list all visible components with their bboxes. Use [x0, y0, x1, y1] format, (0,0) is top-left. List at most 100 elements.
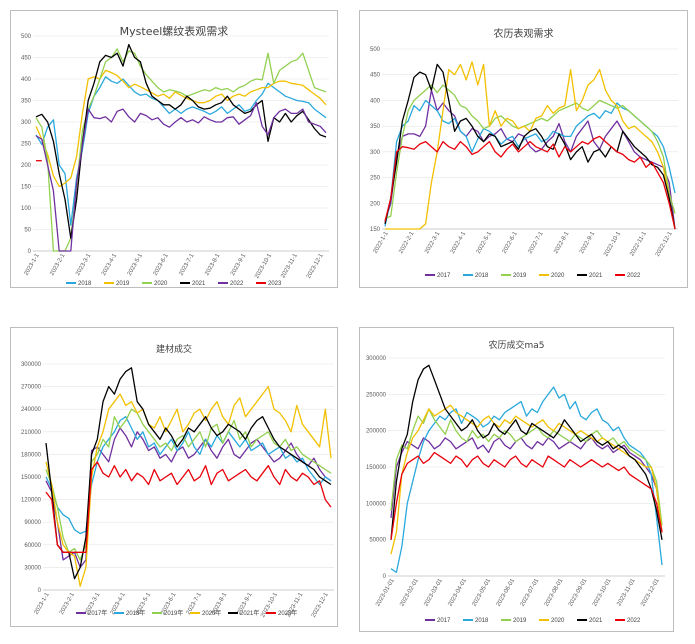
x-tick-label: 2023-10-1 [260, 591, 279, 618]
x-tick-label: 2022-11-1 [629, 230, 648, 257]
y-tick-label: 350 [370, 124, 381, 130]
legend-label: 2018 [78, 281, 92, 287]
y-tick-label: 150 [370, 227, 381, 233]
x-tick-label: 2022-1-1 [373, 230, 391, 254]
y-tick-label: 210000 [21, 430, 42, 436]
x-tick-label: 2022-3-1 [424, 230, 442, 254]
y-tick-label: 250 [21, 142, 32, 148]
x-tick-label: 2023-5-1 [127, 252, 145, 276]
legend-label: 2020 [551, 618, 565, 624]
legend-label: 2019 [513, 618, 527, 624]
series-line-2019 [35, 69, 327, 188]
legend-label: 2019 [513, 273, 527, 279]
y-tick-label: 240000 [21, 407, 42, 413]
chart-svg-3: 0 30000 60000 90000 120000 150000 180000 210000… [21, 362, 334, 619]
series-line-2021 [390, 364, 663, 540]
x-tick-label: 2023-02-01 [399, 577, 420, 607]
y-tick-label: 200000 [366, 429, 387, 435]
legend-label: 2018 [475, 618, 489, 624]
x-tick-label: 2023-6-1 [153, 252, 171, 276]
series-line-2021年 [45, 367, 332, 580]
chart-svg-1: 0 50 100 150 200 250 300 350 400 450 500 2023-1-1 20… [21, 34, 329, 287]
x-tick-label: 2022-10-1 [603, 230, 622, 257]
series-line-2022 [390, 451, 663, 540]
x-tick-label: 2022-2-1 [398, 230, 416, 254]
y-tick-label: 250000 [366, 392, 387, 398]
legend-label: 2021 [192, 281, 206, 287]
y-tick-label: 0 [38, 588, 42, 594]
x-tick-label: 2023-10-1 [254, 252, 273, 279]
y-tick-label: 180000 [21, 452, 42, 458]
legend-label: 2023 [268, 281, 282, 287]
legend-label: 2022 [627, 618, 641, 624]
legend-label: 2021 [589, 618, 603, 624]
chart-panel-3: 建材成交 0 30000 60000 90000 120000 150000 180000 2… [10, 327, 338, 627]
y-tick-label: 120000 [21, 498, 42, 504]
y-tick-label: 500 [21, 34, 32, 40]
x-tick-label: 2023-01-01 [375, 577, 396, 607]
y-tick-label: 350 [21, 99, 32, 105]
series-line-2020 [390, 404, 663, 555]
x-tick-label: 2022-8-1 [553, 230, 571, 254]
x-tick-label: 2022-5-1 [476, 230, 494, 254]
y-tick-label: 200 [21, 163, 32, 169]
x-tick-label: 2023-04-01 [447, 577, 468, 607]
x-tick-label: 2023-4-1 [101, 252, 119, 276]
y-tick-label: 400 [21, 77, 32, 83]
y-tick-label: 0 [28, 249, 32, 255]
x-tick-label: 2023-10-01 [592, 577, 613, 607]
y-tick-label: 60000 [24, 543, 41, 549]
series-line-2020 [35, 48, 327, 252]
series-line-2018 [35, 76, 327, 226]
legend-label: 2020年 [202, 609, 221, 617]
y-tick-label: 300000 [366, 356, 387, 362]
y-tick-label: 100000 [366, 501, 387, 507]
legend-label: 2020 [551, 273, 565, 279]
legend-label: 2019年 [164, 609, 183, 617]
y-tick-label: 500 [370, 47, 381, 53]
x-tick-label: 2022-7-1 [527, 230, 545, 254]
series-line-2017 [384, 89, 676, 230]
x-tick-label: 2023-09-01 [568, 577, 589, 607]
legend-label: 2017 [437, 273, 451, 279]
y-tick-label: 270000 [21, 385, 42, 391]
x-tick-label: 2023-9-1 [230, 252, 248, 276]
legend-label: 2021 [589, 273, 603, 279]
legend-label: 2018年 [126, 609, 145, 617]
x-tick-label: 2022-6-1 [502, 230, 520, 254]
x-tick-label: 2023-2-1 [59, 591, 77, 615]
legend-label: 2021年 [240, 609, 259, 617]
series-line-2021 [384, 63, 676, 230]
y-tick-label: 0 [383, 574, 387, 580]
chart-panel-2: 农历表观需求 150 200 250 300 350 400 450 500 2022-1-1 2… [359, 10, 688, 288]
chart-title-3: 建材成交 [155, 345, 192, 355]
x-tick-label: 2023-2-1 [49, 252, 67, 276]
series-line-2022 [384, 135, 676, 230]
y-tick-label: 450 [370, 73, 381, 79]
y-tick-label: 100 [21, 206, 32, 212]
y-tick-label: 300000 [21, 362, 42, 368]
x-tick-label: 2023-11-01 [616, 577, 637, 607]
series-line-2023年 [45, 461, 332, 553]
y-tick-label: 50 [24, 228, 31, 234]
chart-title-1: Mysteel螺纹表观需求 [119, 25, 229, 38]
chart-svg-4: 0 50000 100000 150000 200000 250000 300000 2023… [366, 356, 665, 624]
y-tick-label: 300 [21, 120, 32, 126]
x-tick-label: 2023-12-1 [311, 591, 330, 618]
x-tick-label: 2022-9-1 [579, 230, 597, 254]
x-tick-label: 2023-08-01 [544, 577, 565, 607]
series-line-2019 [384, 84, 676, 220]
y-tick-label: 150000 [366, 465, 387, 471]
chart-panel-4: 农历成交ma5 0 50000 100000 150000 200000 250000 30… [359, 327, 674, 632]
legend-label: 2018 [475, 273, 489, 279]
legend-label: 2017 [437, 618, 451, 624]
legend-label: 2017年 [88, 609, 107, 617]
chart-panel-1: Mysteel螺纹表观需求 0 50 100 150 200 250 300 350 400 45… [10, 10, 338, 288]
y-tick-label: 50000 [369, 538, 386, 544]
y-tick-label: 250 [370, 176, 381, 182]
series-line-2018 [390, 386, 663, 574]
series-line-2019年 [45, 408, 332, 561]
x-tick-label: 2023-12-01 [640, 577, 661, 607]
x-tick-label: 2023-06-01 [496, 577, 517, 607]
series-line-2021 [35, 43, 327, 239]
